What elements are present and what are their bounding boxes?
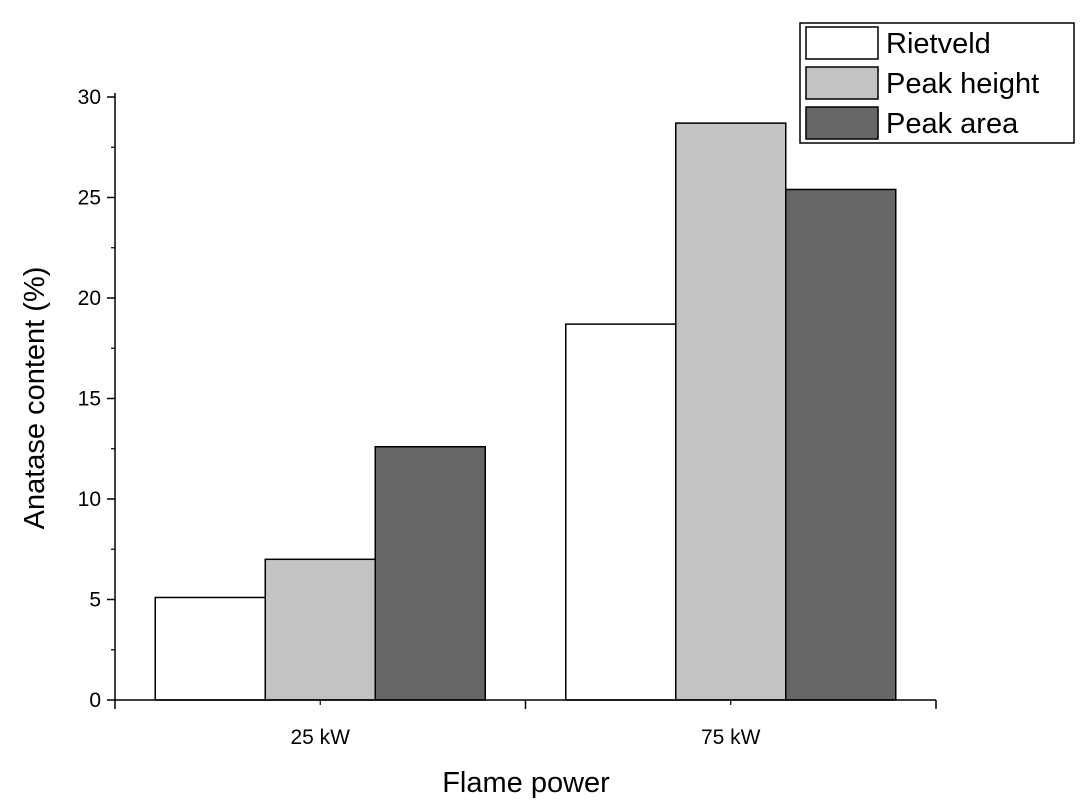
legend-swatch-rietveld bbox=[805, 26, 879, 60]
legend-swatch-peak-height bbox=[805, 66, 879, 100]
x-tick-label: 25 kW bbox=[290, 726, 350, 749]
plot-area: 0 5 10 15 20 25 30 25 kW 75 kW bbox=[78, 86, 937, 749]
y-tick-label: 0 bbox=[89, 689, 101, 712]
x-axis-title: Flame power bbox=[442, 767, 610, 799]
bar-peak-height-25-kw bbox=[264, 558, 376, 701]
bar-peak-height-75-kw bbox=[675, 122, 787, 701]
y-tick-label: 30 bbox=[78, 86, 101, 109]
legend-label-peak-area: Peak area bbox=[886, 108, 1019, 140]
legend-label-peak-height: Peak height bbox=[886, 68, 1039, 100]
y-axis-title: Anatase content (%) bbox=[19, 267, 51, 530]
bar-rietveld-75-kw bbox=[565, 323, 677, 701]
legend: Rietveld Peak height Peak area bbox=[799, 22, 1075, 144]
bar-rietveld-25-kw bbox=[154, 596, 266, 701]
y-tick-label: 15 bbox=[78, 388, 101, 411]
x-tick-label: 75 kW bbox=[701, 726, 761, 749]
bar-peak-area-75-kw bbox=[785, 188, 897, 701]
legend-label-rietveld: Rietveld bbox=[886, 28, 991, 60]
legend-swatch-peak-area bbox=[805, 106, 879, 140]
y-tick-label: 10 bbox=[78, 488, 101, 511]
y-tick-label: 20 bbox=[78, 287, 101, 310]
bar-peak-area-25-kw bbox=[374, 445, 486, 701]
y-tick-label: 25 bbox=[78, 187, 101, 210]
y-tick-label: 5 bbox=[89, 589, 101, 612]
